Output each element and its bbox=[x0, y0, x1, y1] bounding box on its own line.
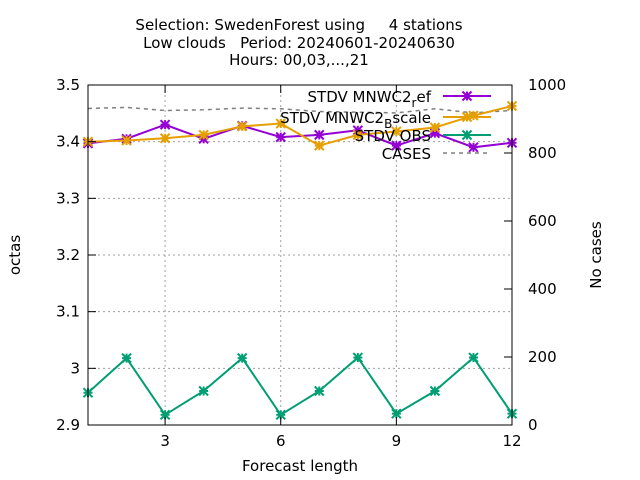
series-line-cases bbox=[87, 106, 513, 114]
point-stdv-mnwc2-bscale-stroke bbox=[429, 122, 441, 133]
point-stdv-obs bbox=[198, 385, 209, 397]
point-stdv-mnwc2-ref bbox=[275, 131, 286, 143]
point-stdv-obs-stroke bbox=[468, 352, 479, 363]
point-stdv-mnwc2-ref-stroke bbox=[352, 125, 364, 136]
legend-marker-stdv-mnwc2-bscale bbox=[461, 111, 473, 123]
point-stdv-obs-stroke bbox=[121, 352, 132, 364]
point-stdv-mnwc2-ref-stroke bbox=[314, 129, 325, 141]
series-line-stdv-mnwc2-ref bbox=[87, 123, 513, 149]
series-layer bbox=[82, 100, 518, 421]
legend-tail: ef bbox=[416, 88, 431, 106]
legend-marker-stdv-obs bbox=[461, 129, 473, 141]
legend-marker-stdv-mnwc2-ref bbox=[461, 90, 473, 102]
point-stdv-obs bbox=[429, 385, 441, 397]
x-tick-label: 9 bbox=[392, 432, 402, 450]
point-stdv-obs bbox=[236, 352, 248, 364]
point-stdv-mnwc2-bscale bbox=[236, 121, 248, 132]
y2-tick-label: 200 bbox=[528, 348, 557, 366]
series-line-stdv-obs bbox=[87, 356, 513, 417]
point-stdv-obs-stroke bbox=[275, 409, 286, 421]
title-line-2: Low clouds Period: 20240601-20240630 bbox=[143, 34, 455, 52]
point-stdv-mnwc2-ref-stroke bbox=[275, 131, 286, 143]
point-stdv-mnwc2-bscale-stroke bbox=[352, 129, 364, 141]
point-stdv-obs bbox=[468, 352, 479, 363]
point-stdv-mnwc2-bscale bbox=[198, 129, 209, 141]
point-stdv-mnwc2-bscale bbox=[391, 126, 402, 137]
y2-tick-label: 800 bbox=[528, 144, 557, 162]
point-stdv-mnwc2-bscale bbox=[275, 118, 286, 129]
point-stdv-mnwc2-bscale-stroke bbox=[314, 140, 325, 151]
legend-tail: scale bbox=[392, 109, 431, 127]
legend-subscript: r bbox=[412, 96, 417, 110]
title-line-3: Hours: 00,03,...,21 bbox=[229, 51, 369, 69]
point-stdv-mnwc2-bscale-stroke bbox=[236, 121, 248, 132]
point-stdv-mnwc2-bscale-stroke bbox=[198, 129, 209, 141]
point-stdv-mnwc2-ref-stroke bbox=[468, 142, 479, 153]
point-stdv-mnwc2-ref bbox=[314, 129, 325, 141]
y-tick-label: 3.2 bbox=[56, 246, 80, 264]
point-stdv-obs bbox=[391, 408, 402, 419]
x-tick-label: 6 bbox=[276, 432, 286, 450]
point-stdv-obs-stroke bbox=[314, 385, 325, 397]
y-axis-label: octas bbox=[6, 235, 24, 275]
point-stdv-obs-stroke bbox=[236, 352, 248, 364]
point-stdv-obs bbox=[314, 385, 325, 397]
y2-tick-label: 0 bbox=[528, 416, 538, 434]
y-tick-label: 3.3 bbox=[56, 189, 80, 207]
point-stdv-mnwc2-bscale bbox=[159, 133, 171, 144]
legend-label-stdv-mnwc2-bscale: STDV MNWC2Bscale bbox=[280, 109, 431, 131]
y2-axis-label: No cases bbox=[587, 221, 605, 289]
y2-tick-label: 600 bbox=[528, 212, 557, 230]
y-tick-label: 3.4 bbox=[56, 133, 80, 151]
legend-label-stdv-obs: STDV OBS bbox=[355, 127, 431, 145]
point-stdv-obs-stroke bbox=[391, 408, 402, 419]
legend-marker-stdv-obs-stroke bbox=[461, 129, 473, 141]
point-stdv-mnwc2-bscale-stroke bbox=[468, 110, 479, 121]
point-stdv-mnwc2-bscale bbox=[429, 122, 441, 133]
point-stdv-obs-stroke bbox=[352, 352, 364, 363]
point-stdv-mnwc2-ref bbox=[391, 140, 402, 151]
point-stdv-obs-stroke bbox=[159, 409, 171, 421]
legend-label-stdv-mnwc2-ref: STDV MNWC2ref bbox=[308, 88, 432, 110]
point-stdv-mnwc2-ref-stroke bbox=[391, 140, 402, 151]
point-stdv-mnwc2-ref-stroke bbox=[159, 119, 171, 130]
point-stdv-mnwc2-bscale-stroke bbox=[159, 133, 171, 144]
point-stdv-mnwc2-ref bbox=[159, 119, 171, 130]
legend-marker-stdv-mnwc2-ref-stroke bbox=[461, 90, 473, 102]
ticks: 2.9 3 3.1 3.2 3.3 3.4 3.5 0 200 400 600 800 1000 3 6 9 1… bbox=[56, 76, 566, 450]
series-line-stdv-mnwc2-bscale bbox=[87, 105, 513, 147]
point-stdv-obs bbox=[121, 352, 132, 364]
x-axis-label: Forecast length bbox=[242, 457, 358, 475]
legend-label-cases: CASES bbox=[382, 145, 431, 163]
point-stdv-obs bbox=[352, 352, 364, 363]
point-stdv-mnwc2-bscale-stroke bbox=[391, 126, 402, 137]
point-stdv-mnwc2-bscale bbox=[352, 129, 364, 141]
y2-tick-label: 400 bbox=[528, 280, 557, 298]
y-tick-label: 3 bbox=[70, 359, 80, 377]
x-tick-label: 12 bbox=[502, 432, 521, 450]
legend-subscript: B bbox=[384, 117, 392, 131]
legend-marker-stdv-mnwc2-bscale-stroke bbox=[461, 111, 473, 123]
title-line-1: Selection: SwedenForest using 4 stations bbox=[135, 16, 462, 34]
y-tick-label: 2.9 bbox=[56, 416, 80, 434]
grid bbox=[88, 85, 512, 425]
chart-title: Selection: SwedenForest using 4 stations… bbox=[135, 16, 462, 69]
point-stdv-obs-stroke bbox=[198, 385, 209, 397]
y-tick-label: 3.1 bbox=[56, 303, 80, 321]
y-tick-label: 3.5 bbox=[56, 76, 80, 94]
point-stdv-mnwc2-bscale-stroke bbox=[121, 135, 132, 146]
point-stdv-mnwc2-bscale-stroke bbox=[275, 118, 286, 129]
y2-tick-label: 1000 bbox=[528, 76, 566, 94]
point-stdv-mnwc2-bscale bbox=[314, 140, 325, 151]
point-stdv-mnwc2-bscale bbox=[121, 135, 132, 146]
x-tick-label: 3 bbox=[160, 432, 170, 450]
point-stdv-mnwc2-ref bbox=[468, 142, 479, 153]
point-stdv-obs-stroke bbox=[429, 385, 441, 397]
